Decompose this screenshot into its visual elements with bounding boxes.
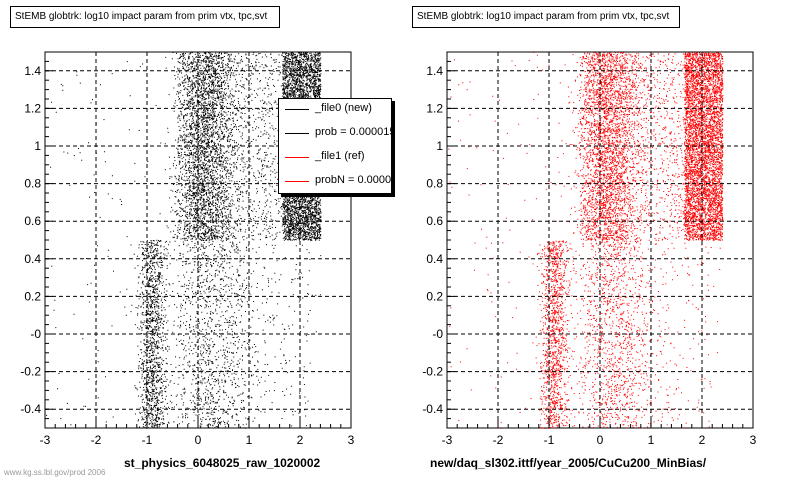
x-tick-label: 1 [648,433,655,447]
legend-swatch [285,181,309,182]
legend-entry: probN = 0.000000 [279,171,392,193]
scatter-points [447,52,724,429]
x-tick-label: 0 [597,433,604,447]
right-x-axis-name: new/daq_sl302.ittf/year_2005/CuCu200_Min… [430,456,707,470]
legend-box: _file0 (new) prob = 0.000015 _file1 (ref… [278,98,392,194]
y-tick-label: 0.2 [24,289,41,303]
right-plot-title: StEMB globtrk: log10 impact param from p… [412,6,680,28]
y-tick-label: -0.2 [20,365,41,379]
y-tick-label: 1.4 [24,64,41,78]
legend-entry: prob = 0.000015 [279,123,392,145]
y-tick-label: 1 [34,139,41,153]
x-tick-label: 0 [195,433,202,447]
y-tick-label: -0.4 [20,402,41,416]
legend-swatch [285,157,309,158]
left-x-axis-name: st_physics_6048025_raw_1020002 [124,456,321,470]
x-tick-label: -3 [442,433,453,447]
x-tick-label: 3 [348,433,355,447]
y-tick-label: 1 [436,139,443,153]
y-tick-label: 1.2 [24,101,41,115]
legend-label: _file1 (ref) [315,150,365,162]
legend-label: probN = 0.000000 [315,174,392,186]
right-plot: -3 -2 -1 0 1 2 3 -0.4 -0.2 -0 0.2 0.4 0.6 0.8 1 1.2 1.4 [422,51,757,447]
x-tick-label: 2 [699,433,706,447]
x-tick-label: 1 [246,433,253,447]
y-tick-label: -0.4 [422,402,443,416]
legend-swatch [285,109,309,110]
legend-swatch [285,133,309,134]
y-tick-label: -0 [432,327,443,341]
y-tick-label: -0 [30,327,41,341]
left-plot-title: StEMB globtrk: log10 impact param from p… [10,6,280,28]
legend-entry: _file1 (ref) [279,147,391,169]
y-tick-label: 0.4 [24,252,41,266]
y-tick-label: 0.6 [24,214,41,228]
y-tick-label: 0.8 [24,177,41,191]
y-tick-label: 0.8 [426,177,443,191]
legend-label: prob = 0.000015 [315,126,392,138]
y-tick-label: 0.4 [426,252,443,266]
x-tick-label: 2 [297,433,304,447]
y-tick-label: 0.6 [426,214,443,228]
footer-note: www.kg.ss.lbl.gov/prod 2006 [4,468,106,477]
x-tick-label: -2 [493,433,504,447]
x-tick-label: -2 [91,433,102,447]
x-tick-label: 3 [750,433,757,447]
y-tick-label: 1.4 [426,64,443,78]
legend-label: _file0 (new) [315,102,372,114]
x-tick-label: -3 [40,433,51,447]
legend-entry: _file0 (new) [279,99,391,121]
y-tick-label: 1.2 [426,101,443,115]
y-tick-label: -0.2 [422,365,443,379]
x-tick-label: -1 [544,433,555,447]
x-tick-label: -1 [142,433,153,447]
y-tick-label: 0.2 [426,289,443,303]
scatter-points [46,52,322,429]
